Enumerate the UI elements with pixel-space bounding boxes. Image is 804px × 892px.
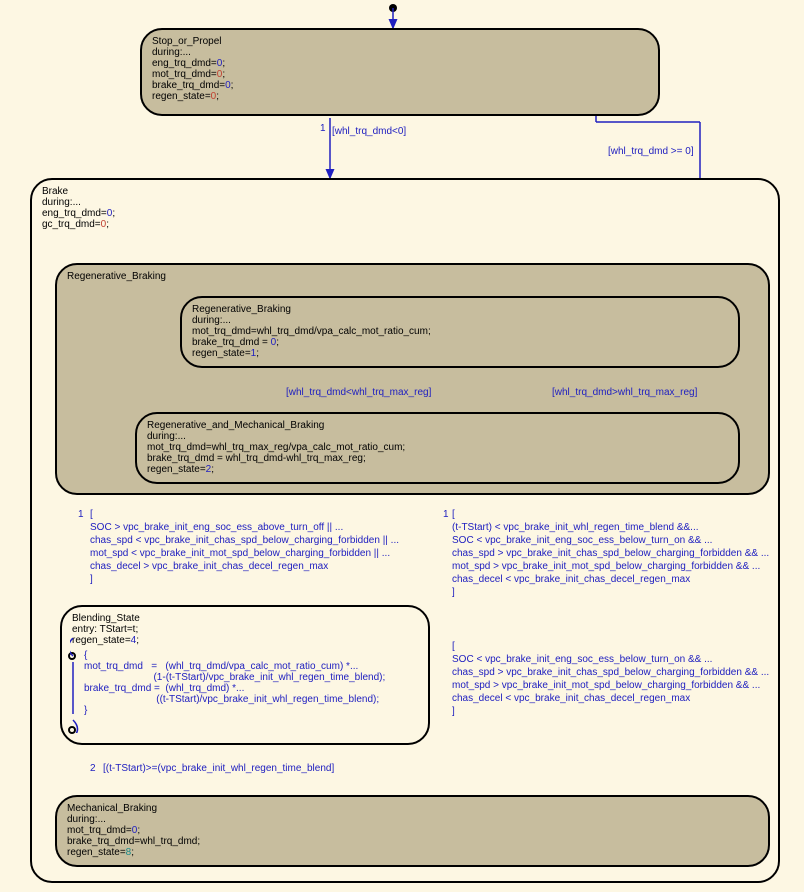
state-mechanical: Mechanical_Braking during:... mot_trq_dm… (55, 795, 770, 867)
state-title: Regenerative_Braking (192, 304, 728, 315)
state-title: Brake (42, 186, 768, 197)
assign-line: (1-(t-TStart)/vpc_brake_init_whl_regen_t… (84, 672, 418, 683)
assign-line: gc_trq_dmd=0; (42, 219, 768, 230)
during-label: during:... (67, 814, 758, 825)
cond-label: [whl_trq_dmd<0] (332, 125, 406, 138)
trans-index: 1 (78, 508, 84, 521)
assign-line: regen_state=8; (67, 847, 758, 858)
state-stop-or-propel: Stop_or_Propel during:... eng_trq_dmd=0;… (140, 28, 660, 116)
cond-block: [ SOC < vpc_brake_init_eng_soc_ess_below… (452, 640, 782, 718)
assign-line: regen_state=2; (147, 464, 728, 475)
during-label: during:... (42, 197, 768, 208)
state-title: Stop_or_Propel (152, 36, 648, 47)
trans-index: 2 (90, 762, 96, 775)
assign-line: regen_state=1; (192, 348, 728, 359)
assign-line: mot_trq_dmd=0; (67, 825, 758, 836)
assign-line: brake_trq_dmd = (whl_trq_dmd) *... (84, 683, 418, 694)
cond-label: [whl_trq_dmd<whl_trq_max_reg] (286, 386, 431, 399)
entry-label: entry: TStart=t; (72, 624, 418, 635)
junction-dot (68, 726, 76, 734)
state-blending: Blending_State entry: TStart=t; regen_st… (60, 605, 430, 745)
trans-index: 1 (320, 122, 326, 135)
cond-block: [ SOC > vpc_brake_init_eng_soc_ess_above… (90, 508, 430, 586)
cond-label: [(t-TStart)>=(vpc_brake_init_whl_regen_t… (103, 762, 334, 775)
junction-open: { (84, 650, 418, 661)
assign-line: brake_trq_dmd = 0; (192, 337, 728, 348)
during-label: during:... (152, 47, 648, 58)
assign-line: mot_trq_dmd=0; (152, 69, 648, 80)
junction-close: } (84, 705, 418, 716)
assign-line: eng_trq_dmd=0; (152, 58, 648, 69)
cond-block: [ (t-TStart) < vpc_brake_init_whl_regen_… (452, 508, 782, 599)
assign-line: mot_trq_dmd = (whl_trq_dmd/vpa_calc_mot_… (84, 661, 418, 672)
cond-label: [whl_trq_dmd >= 0] (608, 145, 694, 158)
assign-line: regen_state=4; (72, 635, 418, 646)
state-regen-mech: Regenerative_and_Mechanical_Braking duri… (135, 412, 740, 484)
assign-line: brake_trq_dmd = whl_trq_dmd-whl_trq_max_… (147, 453, 728, 464)
during-label: during:... (147, 431, 728, 442)
state-title: Regenerative_Braking (67, 271, 758, 282)
state-title: Mechanical_Braking (67, 803, 758, 814)
assign-line: ((t-TStart)/vpc_brake_init_whl_regen_tim… (84, 694, 418, 705)
state-regen-braking: Regenerative_Braking during:... mot_trq_… (180, 296, 740, 368)
trans-index: 1 (443, 508, 449, 521)
state-title: Regenerative_and_Mechanical_Braking (147, 420, 728, 431)
assign-line: mot_trq_dmd=whl_trq_max_reg/vpa_calc_mot… (147, 442, 728, 453)
cond-label: [whl_trq_dmd>whl_trq_max_reg] (552, 386, 697, 399)
assign-line: brake_trq_dmd=whl_trq_dmd; (67, 836, 758, 847)
during-label: during:... (192, 315, 728, 326)
assign-line: eng_trq_dmd=0; (42, 208, 768, 219)
assign-line: regen_state=0; (152, 91, 648, 102)
state-title: Blending_State (72, 613, 418, 624)
assign-line: brake_trq_dmd=0; (152, 80, 648, 91)
assign-line: mot_trq_dmd=whl_trq_dmd/vpa_calc_mot_rat… (192, 326, 728, 337)
